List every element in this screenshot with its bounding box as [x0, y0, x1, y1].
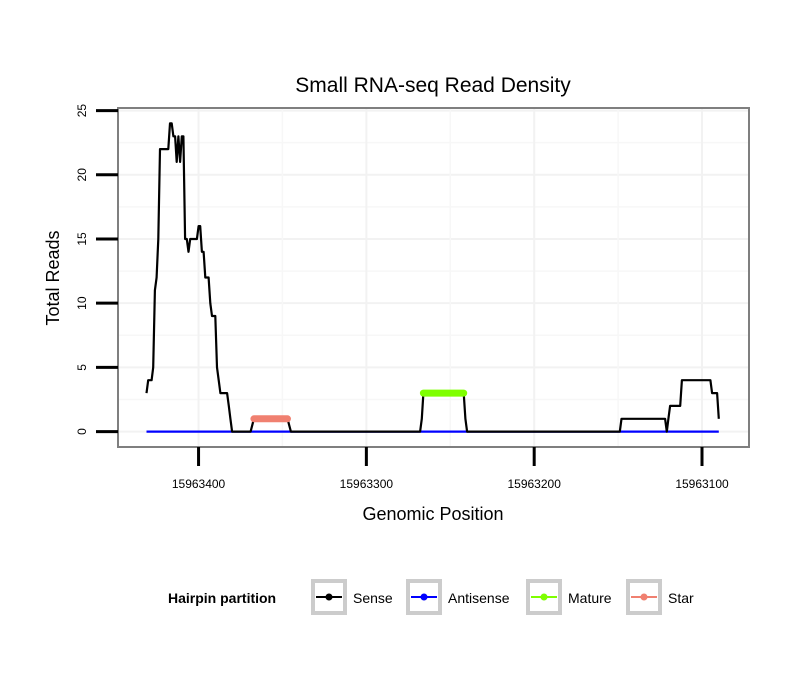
- legend-label: Sense: [353, 590, 393, 606]
- y-tick-label: 25: [75, 104, 89, 118]
- series-line-sense: [145, 122, 720, 433]
- legend-item-sense: Sense: [311, 579, 393, 615]
- x-axis: 15963400 15963300 15963200 15963100: [172, 447, 729, 491]
- chart-title: Small RNA-seq Read Density: [295, 74, 571, 97]
- y-tick-label: 15: [75, 232, 89, 246]
- y-tick-label: 20: [75, 168, 89, 182]
- legend-key-point: [540, 593, 548, 601]
- y-tick-label: 5: [75, 364, 89, 371]
- y-axis: 0 5 10 15 20 25: [75, 104, 118, 435]
- x-axis-title: Genomic Position: [362, 504, 503, 524]
- y-tick-label: 0: [75, 428, 89, 435]
- legend-item-mature: Mature: [526, 579, 612, 615]
- legend: Hairpin partition Sense Antisense Mature St…: [168, 579, 694, 615]
- legend-key-point: [640, 593, 648, 601]
- legend-key-point: [325, 593, 333, 601]
- legend-title: Hairpin partition: [168, 590, 276, 606]
- legend-label: Star: [668, 590, 694, 606]
- legend-item-antisense: Antisense: [406, 579, 510, 615]
- series-layer: [145, 122, 720, 433]
- plot-panel-border: [117, 107, 750, 448]
- x-tick-label: 15963400: [172, 477, 226, 491]
- legend-label: Antisense: [448, 590, 510, 606]
- y-tick-label: 10: [75, 296, 89, 310]
- legend-key-point: [420, 593, 428, 601]
- legend-item-star: Star: [626, 579, 694, 615]
- y-axis-title: Total Reads: [43, 230, 63, 325]
- grid-lines: [118, 108, 749, 447]
- legend-label: Mature: [568, 590, 612, 606]
- x-tick-label: 15963300: [340, 477, 394, 491]
- x-tick-label: 15963100: [675, 477, 729, 491]
- x-tick-label: 15963200: [507, 477, 561, 491]
